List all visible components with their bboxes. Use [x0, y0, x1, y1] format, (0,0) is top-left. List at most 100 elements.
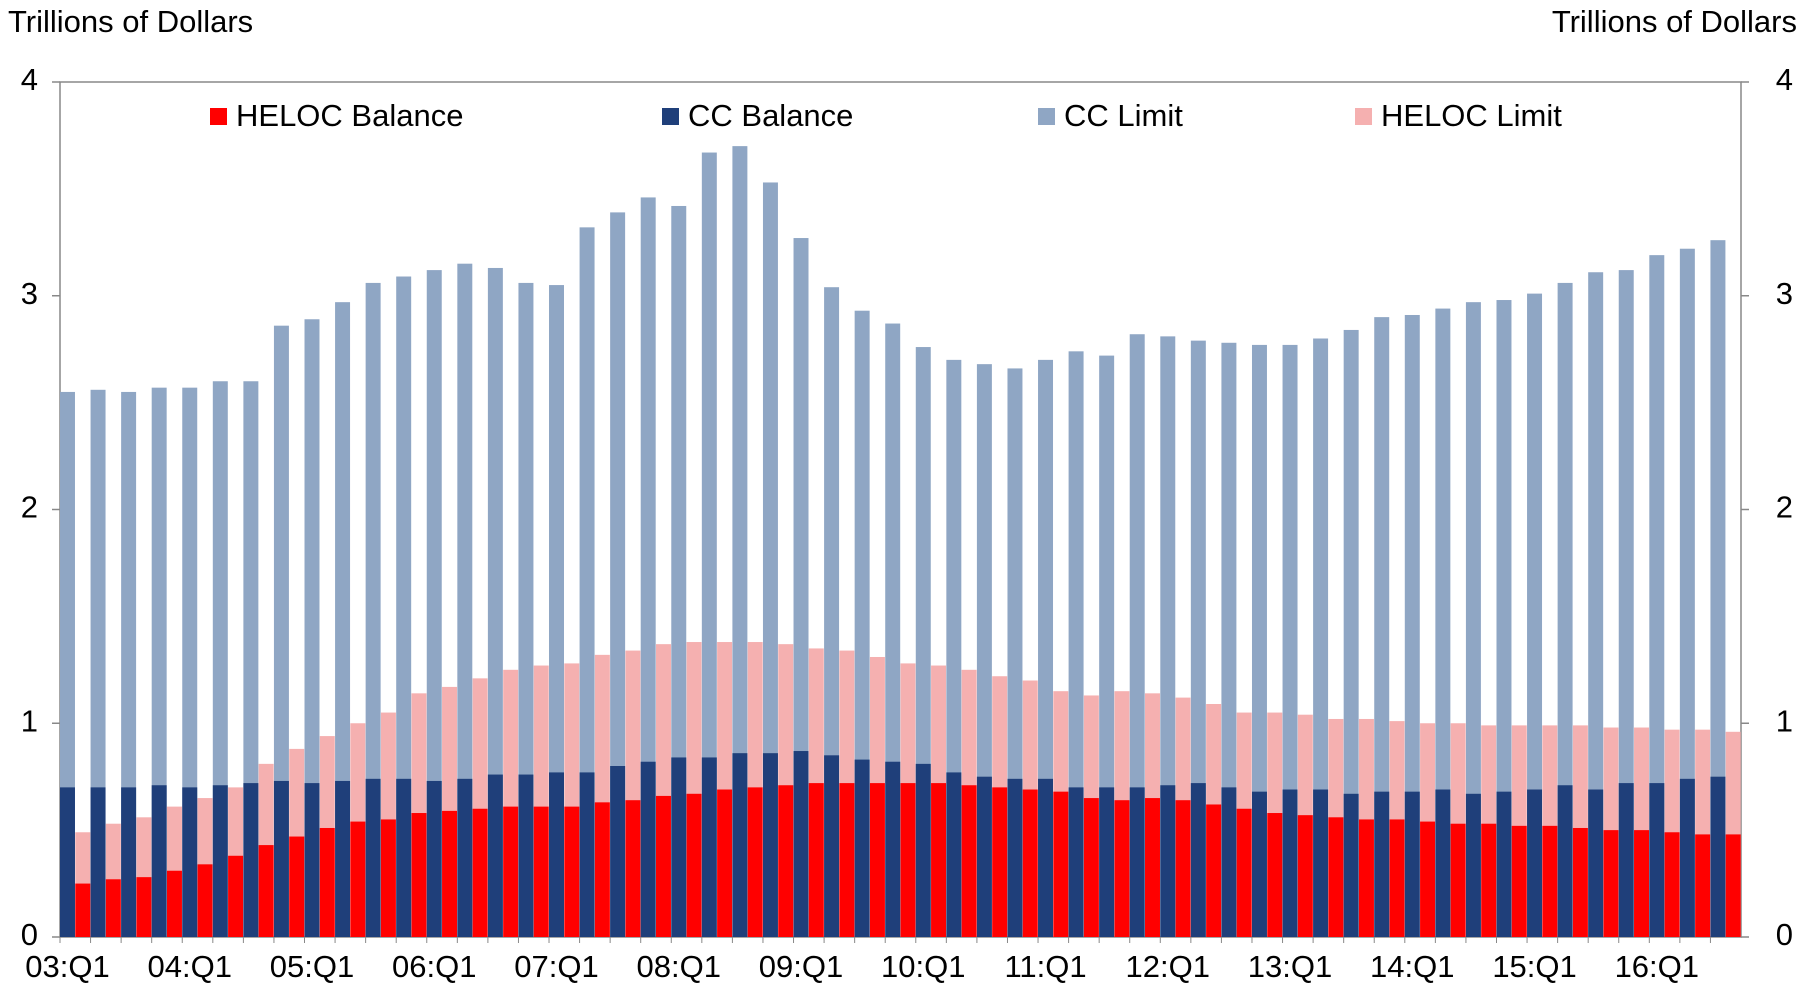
y2-axis-title: Trillions of Dollars [1552, 4, 1797, 39]
bar [671, 205, 687, 938]
legend-label: HELOC Balance [236, 98, 463, 133]
bar [1328, 817, 1344, 937]
bar [518, 282, 534, 937]
bar [457, 778, 473, 937]
bar [411, 813, 427, 937]
bar [762, 753, 778, 937]
bar [1251, 344, 1267, 938]
bar [1145, 798, 1160, 937]
bar [380, 819, 396, 937]
bar [625, 800, 641, 937]
bar [1710, 776, 1726, 937]
bar [426, 270, 442, 938]
bar [1404, 314, 1420, 937]
bar [1236, 808, 1252, 937]
bar [1343, 793, 1359, 937]
bar [136, 877, 152, 937]
bar [105, 879, 121, 937]
bar [121, 787, 137, 937]
bar [732, 753, 748, 937]
bar [610, 212, 626, 937]
bar [610, 766, 626, 937]
legend-swatch [1355, 108, 1372, 125]
bar [640, 761, 656, 937]
y2-tick-label: 2 [1776, 490, 1793, 525]
bar [1313, 338, 1329, 937]
bar [1679, 778, 1695, 937]
bar [1068, 787, 1084, 937]
x-tick-label: 08:Q1 [637, 949, 721, 984]
bar [747, 787, 763, 937]
y-tick-label: 4 [21, 62, 38, 97]
bar [151, 785, 167, 937]
bar [1618, 783, 1634, 937]
bar [1282, 344, 1298, 938]
bar [442, 810, 458, 937]
bar [579, 227, 595, 938]
bar [396, 778, 412, 937]
x-tick-label: 11:Q1 [1004, 949, 1086, 984]
legend-label: CC Limit [1064, 98, 1183, 133]
bar [335, 302, 351, 938]
x-tick-label: 15:Q1 [1492, 949, 1576, 984]
bar [1374, 791, 1390, 937]
bar [335, 780, 351, 937]
x-tick-label: 04:Q1 [148, 949, 232, 984]
bar [655, 795, 671, 937]
x-tick-label: 03:Q1 [25, 949, 109, 984]
bar [1557, 282, 1573, 937]
bar [1435, 308, 1451, 937]
bar [258, 845, 274, 937]
bar [946, 772, 962, 937]
bar [90, 787, 106, 937]
bar [1527, 789, 1543, 937]
bar [197, 864, 213, 937]
bar [1221, 787, 1237, 937]
bar [1725, 834, 1741, 937]
bar [594, 802, 610, 937]
bar [701, 757, 717, 937]
bar [1297, 815, 1313, 937]
x-tick-label: 06:Q1 [392, 949, 476, 984]
y2-tick-label: 0 [1776, 917, 1793, 952]
bar [426, 780, 442, 937]
bar [273, 780, 289, 937]
bar [915, 763, 931, 937]
bar [1588, 789, 1604, 937]
bar [518, 774, 534, 937]
bar [228, 855, 244, 937]
y2-tick-label: 3 [1776, 276, 1793, 311]
bar [1190, 783, 1206, 937]
bar [1450, 823, 1466, 937]
bar [1404, 791, 1420, 937]
bar [1603, 830, 1619, 937]
bar [75, 883, 91, 937]
bar [1634, 830, 1650, 937]
bar [869, 783, 885, 937]
bar [778, 785, 794, 937]
bar [319, 827, 335, 937]
bar [808, 783, 824, 937]
bar [1695, 834, 1711, 937]
bar [1251, 791, 1267, 937]
legend-swatch [210, 108, 227, 125]
bar [365, 778, 381, 937]
bar [396, 276, 412, 937]
bar [900, 783, 916, 937]
y2-tick-label: 1 [1776, 703, 1793, 738]
bar [1129, 334, 1145, 938]
bar [1465, 302, 1481, 938]
bar [1435, 789, 1451, 937]
bar [289, 836, 305, 937]
bar [992, 787, 1008, 937]
bar [1053, 791, 1069, 937]
y-tick-label: 1 [21, 703, 38, 738]
bar [1206, 804, 1222, 937]
y-tick-label: 3 [21, 276, 38, 311]
bar [549, 772, 564, 937]
legend-label: HELOC Limit [1381, 98, 1562, 133]
bar [1343, 329, 1359, 937]
bar [1481, 823, 1497, 937]
bar [1572, 827, 1588, 937]
